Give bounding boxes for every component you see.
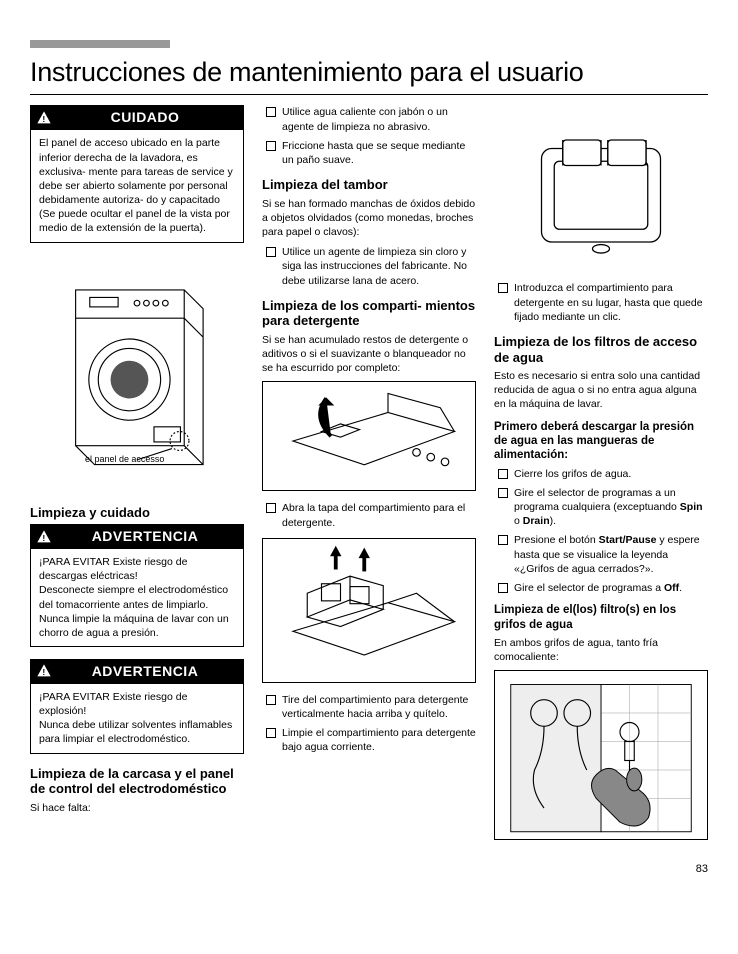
washer-figure: el panel de accesso [30, 255, 244, 495]
svg-text:!: ! [42, 533, 45, 543]
tray-pull-figure [262, 538, 476, 683]
advertencia1-body: ¡PARA EVITAR Existe riesgo de descargas … [30, 549, 244, 647]
sec-limpieza-tambor-p: Si se han formado manchas de óxidos debi… [262, 197, 476, 240]
cuidado-body: El panel de acceso ubicado en la parte i… [30, 130, 244, 242]
columns: ! CUIDADO El panel de acceso ubicado en … [30, 105, 708, 850]
tray-open-illustration [274, 384, 464, 489]
sec-limpieza-carcasa-p: Si hace falta: [30, 801, 244, 815]
warning-icon: ! [36, 110, 52, 126]
top-rule [30, 40, 170, 48]
sec-limpieza-cuidado: Limpieza y cuidado [30, 505, 244, 521]
sec-filtros-agua-p: Esto es necesario si entra solo una cant… [494, 369, 708, 412]
sec-filtros-agua: Limpieza de los filtros de acceso de agu… [494, 334, 708, 365]
sub-descargar-presion: Primero deberá descargar la presión de a… [494, 420, 708, 463]
bullet: Gire el selector de programas a un progr… [496, 486, 708, 529]
bullets-introduzca: Introduzca el compartimiento para deterg… [496, 281, 708, 324]
bullet: Limpie el compartimiento para detergente… [264, 726, 476, 754]
cuidado-header: ! CUIDADO [30, 105, 244, 130]
bullet: Friccione hasta que se seque mediante un… [264, 139, 476, 167]
bullet: Utilice un agente de limpieza sin cloro … [264, 245, 476, 288]
tray-pull-illustration [274, 541, 464, 679]
tray-component-illustration [516, 123, 686, 259]
bullets-presion: Cierre los grifos de agua. Gire el selec… [496, 467, 708, 595]
bullet: Presione el botón Start/Pause y espere h… [496, 533, 708, 576]
bullet: Abra la tapa del compartimiento para el … [264, 501, 476, 529]
column-2: Utilice agua caliente con jabón o un age… [262, 105, 476, 850]
column-3: Introduzca el compartimiento para deterg… [494, 105, 708, 850]
bullet: Introduzca el compartimiento para deterg… [496, 281, 708, 324]
bullet: Utilice agua caliente con jabón o un age… [264, 105, 476, 133]
sec-limpieza-compartimientos-p: Si se han acumulado restos de detergente… [262, 333, 476, 376]
advertencia2-header: ! ADVERTENCIA [30, 659, 244, 684]
tray-open-figure [262, 381, 476, 491]
bullets-abra-tapa: Abra la tapa del compartimiento para el … [264, 501, 476, 529]
sec-limpieza-carcasa: Limpieza de la carcasa y el panel de con… [30, 766, 244, 797]
bullet: Tire del compartimiento para detergente … [264, 693, 476, 721]
advertencia1-header: ! ADVERTENCIA [30, 524, 244, 549]
washer-panel-label: el panel de accesso [85, 453, 164, 463]
page-title: Instrucciones de mantenimiento para el u… [30, 54, 708, 95]
sec-limpieza-compartimientos: Limpieza de los comparti- mientos para d… [262, 298, 476, 329]
bullet: Cierre los grifos de agua. [496, 467, 708, 481]
warning-icon: ! [36, 663, 52, 679]
bullets-tambor: Utilice un agente de limpieza sin cloro … [264, 245, 476, 288]
faucet-illustration [506, 675, 696, 837]
bullet: Gire el selector de programas a Off. [496, 581, 708, 595]
bullets-tire-limpie: Tire del compartimiento para detergente … [264, 693, 476, 755]
page-number: 83 [30, 862, 708, 877]
tray-component-figure [494, 111, 708, 271]
sec-limpieza-tambor: Limpieza del tambor [262, 177, 476, 193]
svg-text:!: ! [42, 114, 45, 124]
sub-filtros-grifos: Limpieza de el(los) filtro(s) en los gri… [494, 603, 708, 632]
cuidado-label: CUIDADO [52, 108, 238, 127]
warning-icon: ! [36, 529, 52, 545]
column-1: ! CUIDADO El panel de acceso ubicado en … [30, 105, 244, 850]
advertencia2-body: ¡PARA EVITAR Existe riesgo de explosión!… [30, 684, 244, 754]
advertencia1-label: ADVERTENCIA [52, 527, 238, 546]
sub-filtros-grifos-p: En ambos grifos de agua, tanto fría como… [494, 636, 708, 664]
advertencia2-label: ADVERTENCIA [52, 662, 238, 681]
svg-text:!: ! [42, 667, 45, 677]
faucet-figure [494, 670, 708, 840]
bullets-agua-caliente: Utilice agua caliente con jabón o un age… [264, 105, 476, 167]
washer-illustration: el panel de accesso [52, 271, 222, 479]
